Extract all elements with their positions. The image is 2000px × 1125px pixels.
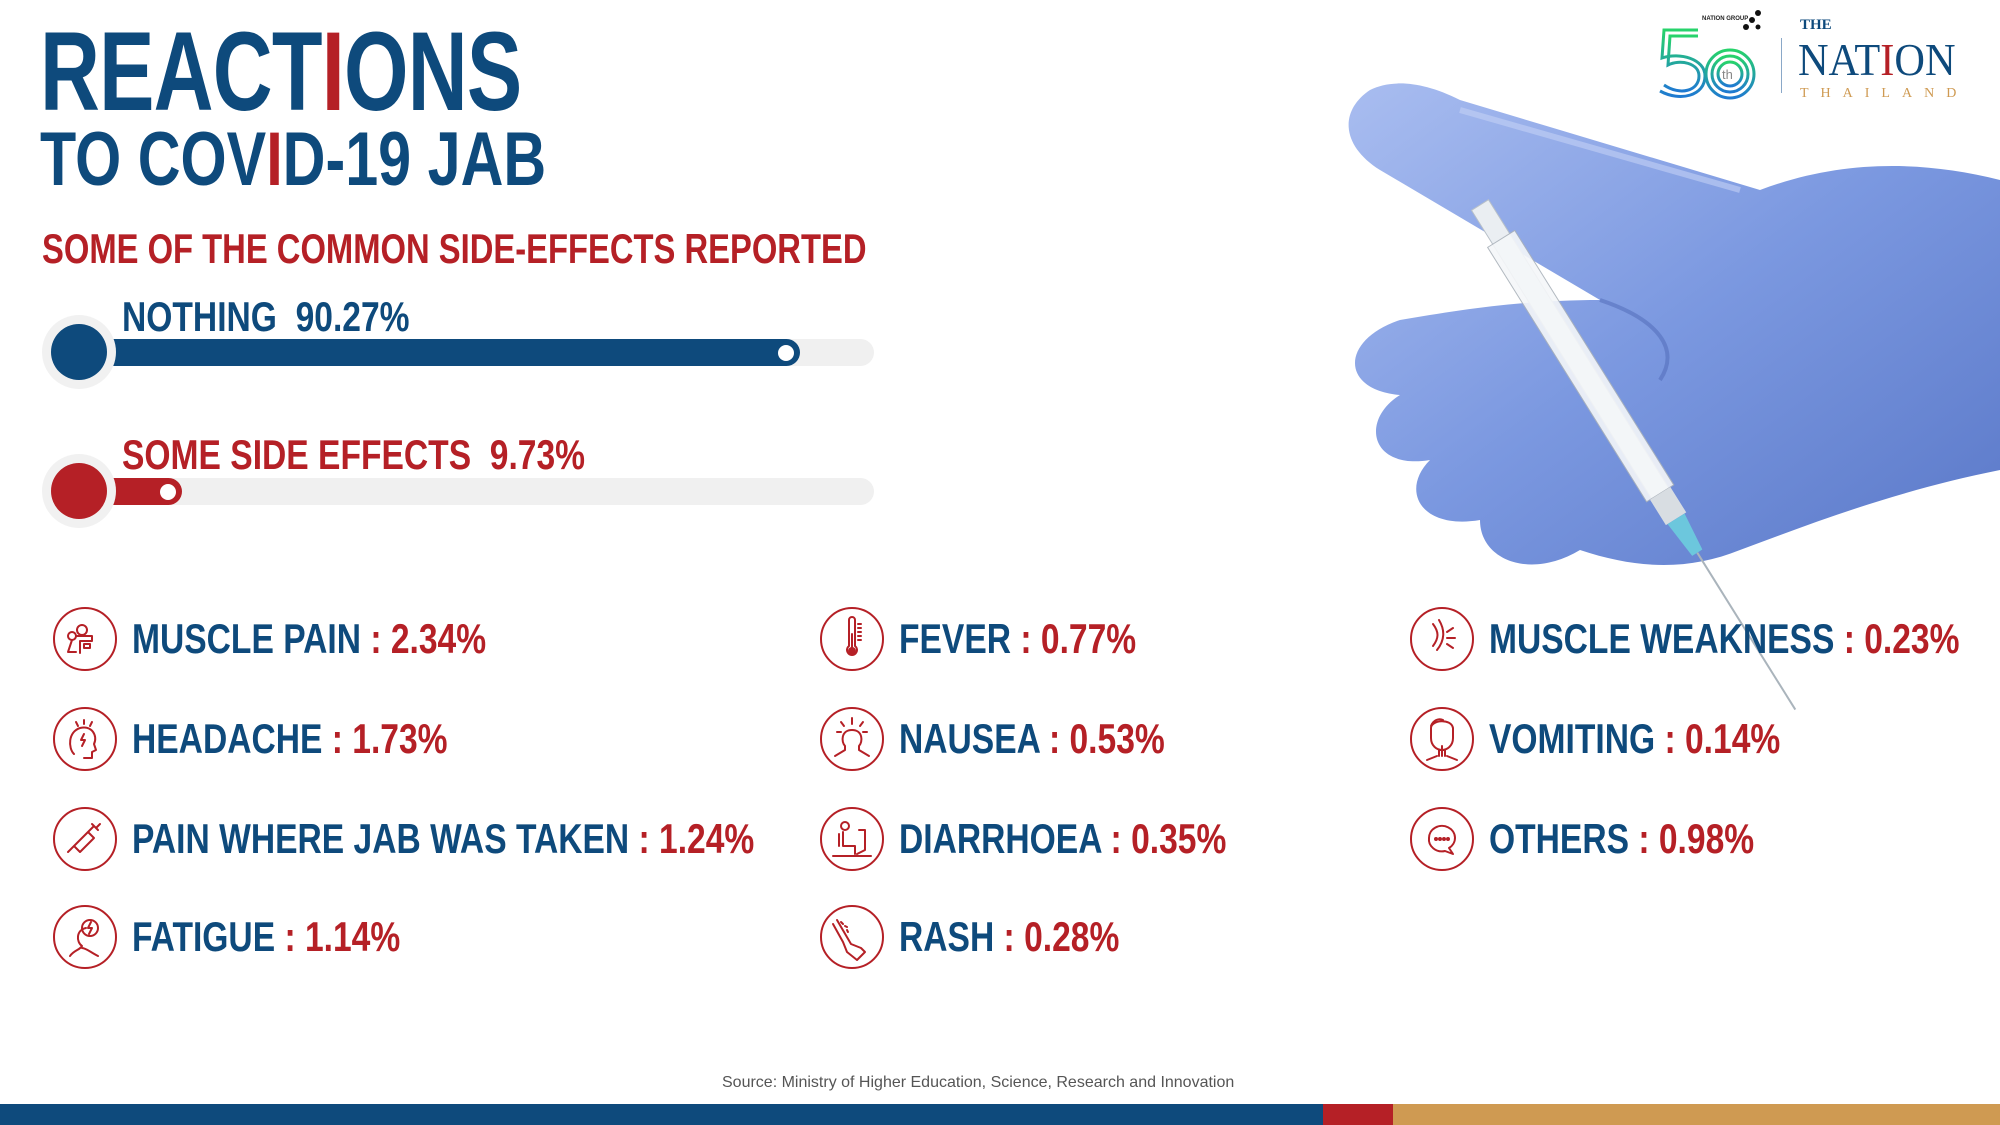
svg-text:th: th: [1722, 67, 1733, 82]
nation-thailand-logo: th NATION GROUP THE NATION THAILAND: [1650, 8, 1995, 105]
side-effect-label: FATIGUE: [132, 913, 276, 960]
footer-stripe-navy: [0, 1104, 1323, 1125]
logo-nation: NATION: [1798, 34, 1956, 85]
side-effect-value: 0.14%: [1685, 715, 1781, 762]
page-title-line1: REACTIONS: [40, 9, 522, 134]
side-effect-label: OTHERS: [1489, 815, 1630, 862]
side-effect-label: DIARRHOEA: [899, 815, 1102, 862]
side-effect-value: 2.34%: [390, 615, 487, 662]
page-title-line2: TO COVID-19 JAB: [40, 117, 547, 202]
bar-marker-nothing: [42, 315, 116, 389]
side-effect-value: 0.98%: [1658, 815, 1755, 862]
subtitle: SOME OF THE COMMON SIDE-EFFECTS REPORTED: [42, 225, 867, 272]
side-effect-value: 0.23%: [1864, 615, 1960, 662]
side-effect-label: HEADACHE: [132, 715, 323, 762]
toilet-icon: [820, 807, 884, 871]
speech-bubble-icon: [1410, 807, 1474, 871]
source-note: Source: Ministry of Higher Education, Sc…: [722, 1074, 1235, 1091]
svg-text:NATION GROUP: NATION GROUP: [1702, 16, 1748, 22]
syringe-icon: [53, 807, 117, 871]
progress-knob: [778, 344, 794, 361]
bar-label-side-effects: SOME SIDE EFFECTS 9.73%: [122, 431, 586, 478]
side-effect-label: MUSCLE WEAKNESS: [1489, 615, 1835, 662]
nausea-icon: [820, 707, 884, 771]
muscle-weakness-icon: [1410, 607, 1474, 671]
side-effect-label: PAIN WHERE JAB WAS TAKEN: [132, 815, 630, 862]
side-effect-value: 1.14%: [304, 913, 401, 960]
side-effect-label: VOMITING: [1489, 715, 1656, 762]
rash-icon: [820, 905, 884, 969]
50th-anniversary-logo: th NATION GROUP: [1659, 10, 1761, 100]
footer-stripe-red: [1323, 1104, 1393, 1125]
footer-stripe-gold: [1393, 1104, 2000, 1125]
logo-the: THE: [1800, 17, 1832, 33]
fatigue-icon: [53, 905, 117, 969]
vomiting-icon: [1410, 707, 1474, 771]
progress-bar-nothing: [100, 339, 874, 366]
side-effect-value: 0.77%: [1040, 615, 1137, 662]
headache-icon: [53, 707, 117, 771]
muscle-pain-icon: [53, 607, 117, 671]
side-effect-label: MUSCLE PAIN: [132, 615, 361, 662]
progress-bar-side-effects: [100, 478, 874, 505]
side-effect-label: NAUSEA: [899, 715, 1040, 762]
side-effect-label: RASH: [899, 913, 995, 960]
side-effect-label: FEVER: [899, 615, 1012, 662]
side-effect-value: 0.28%: [1024, 913, 1120, 960]
thermometer-icon: [820, 607, 884, 671]
side-effect-value: 0.35%: [1131, 815, 1227, 862]
bar-marker-side-effects: [42, 454, 116, 528]
logo-thailand: THAILAND: [1800, 86, 1969, 101]
progress-knob: [160, 483, 176, 500]
bar-label-nothing: NOTHING 90.27%: [122, 293, 410, 340]
progress-fill-nothing: [100, 339, 800, 366]
side-effect-value: 0.53%: [1069, 715, 1165, 762]
side-effect-value: 1.24%: [659, 815, 755, 862]
side-effect-value: 1.73%: [352, 715, 448, 762]
gloved-hand-syringe-image: [1348, 83, 2000, 711]
